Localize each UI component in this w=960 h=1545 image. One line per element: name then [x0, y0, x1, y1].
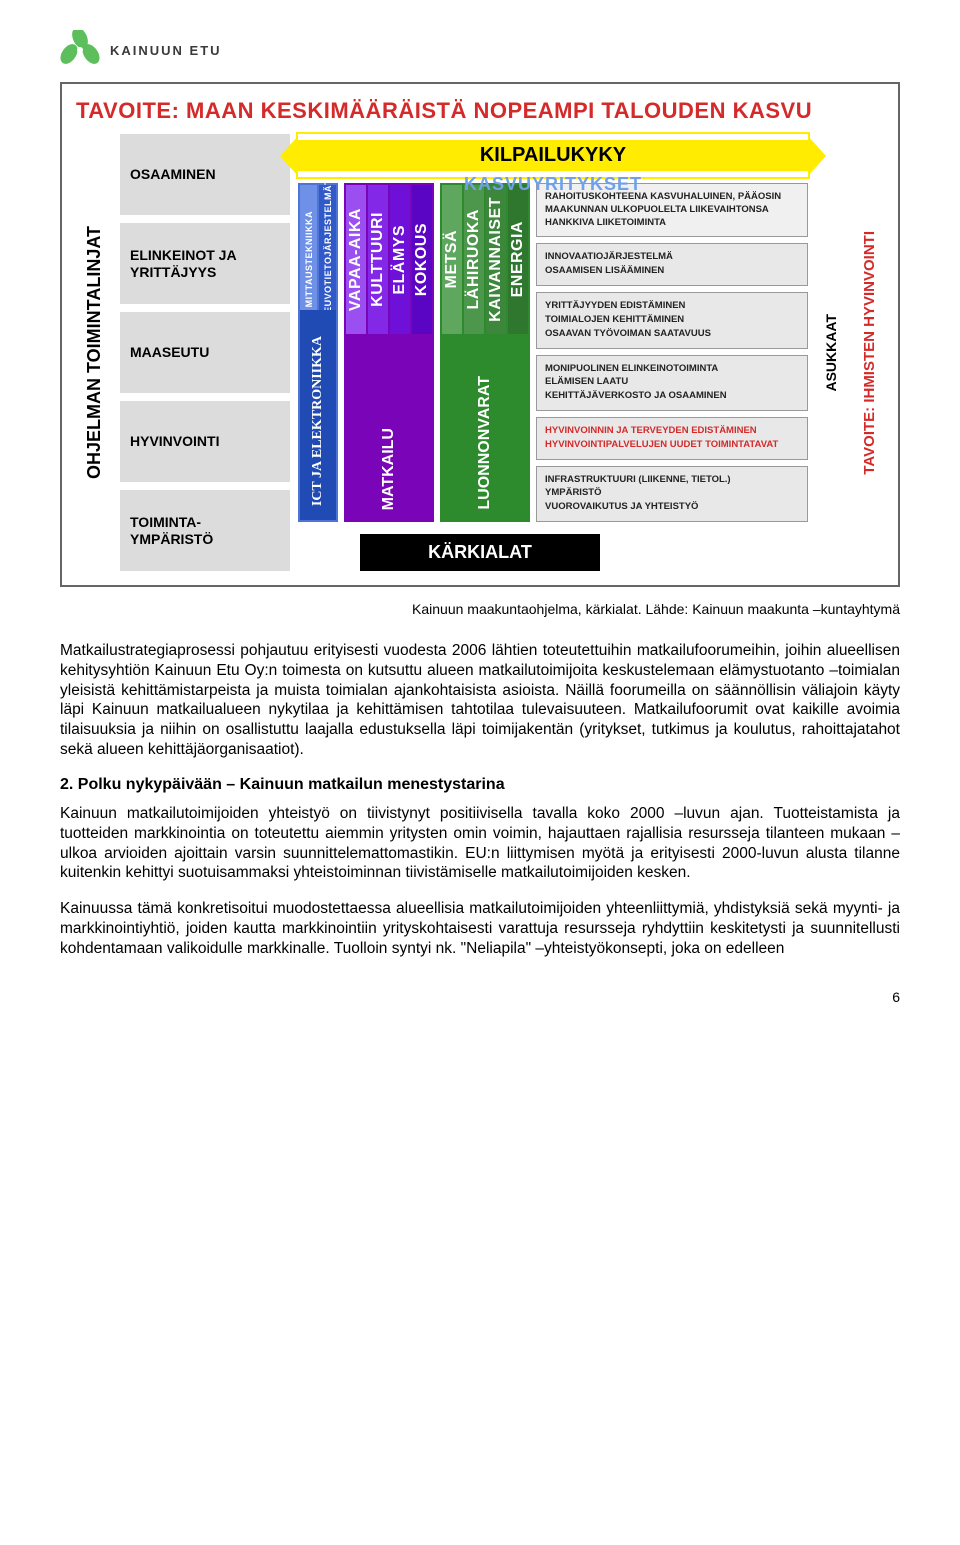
- diagram-title: TAVOITE: MAAN KESKIMÄÄRÄISTÄ NOPEAMPI TA…: [76, 98, 884, 124]
- section-heading: 2. Polku nykypäivään – Kainuun matkailun…: [60, 776, 900, 794]
- ict-label: ICT JA ELEKTRONIIKKA: [310, 336, 326, 506]
- cat-elinkeinot: ELINKEINOT JA YRITTÄJYYS: [120, 223, 290, 304]
- luonnonvarat-label: LUONNONVARAT: [476, 376, 494, 510]
- slim-elamys: ELÄMYS: [390, 185, 410, 334]
- page-number: 6: [60, 989, 900, 1005]
- kilpailukyky-banner: KILPAILUKYKY: [298, 134, 808, 177]
- diagram-caption: Kainuun maakuntaohjelma, kärkialat. Lähd…: [60, 601, 900, 617]
- paragraph-3: Kainuussa tämä konkretisoitui muodostett…: [60, 899, 900, 958]
- tavoite-right-strip: TAVOITE: IHMISTEN HYVINVOINTI: [854, 134, 884, 571]
- cat-osaaminen: OSAAMINEN: [120, 134, 290, 215]
- kasvuyritykset-label: KASVUYRITYKSET: [464, 174, 642, 195]
- cat-toimintaymp: TOIMINTA-YMPÄRISTÖ: [120, 490, 290, 571]
- info-box-2: YRITTÄJYYDEN EDISTÄMINEN TOIMIALOJEN KEH…: [536, 292, 808, 348]
- slim-kokous: KOKOUS: [412, 185, 432, 334]
- document-page: KAINUUN ETU TAVOITE: MAAN KESKIMÄÄRÄISTÄ…: [0, 0, 960, 1045]
- center-column: KILPAILUKYKY KASVUYRITYKSET MITTAUSTEKNI…: [298, 134, 808, 571]
- slim-metsa: METSÄ: [442, 185, 462, 334]
- left-vertical-label: OHJELMAN TOIMINTALINJAT: [76, 134, 112, 571]
- pillar-luonnonvarat: METSÄ LÄHIRUOKA KAIVANNAISET ENERGIA LUO…: [440, 183, 530, 522]
- paragraph-1: Matkailustrategiaprosessi pohjautuu erit…: [60, 641, 900, 760]
- slim-kaiv: KAIVANNAISET: [486, 185, 506, 334]
- cat-hyvinvointi: HYVINVOINTI: [120, 401, 290, 482]
- slim-vapaa: VAPAA-AIKA: [346, 185, 366, 334]
- pillar-ict: MITTAUSTEKNIIKKA AJONEUVOTIETOJÄRJESTELM…: [298, 183, 338, 522]
- asukkaat-strip: ASUKKAAT: [816, 134, 846, 571]
- paragraph-2: Kainuun matkailutoimijoiden yhteistyö on…: [60, 804, 900, 883]
- pillars-row: MITTAUSTEKNIIKKA AJONEUVOTIETOJÄRJESTELM…: [298, 183, 808, 522]
- info-box-3: MONIPUOLINEN ELINKEINOTOIMINTA ELÄMISEN …: [536, 355, 808, 411]
- slim-ener: ENERGIA: [508, 185, 528, 334]
- slim-lahi: LÄHIRUOKA: [464, 185, 484, 334]
- logo-text: KAINUUN ETU: [110, 43, 222, 58]
- karkialat-bar: KÄRKIALAT: [360, 534, 600, 571]
- strategy-diagram: TAVOITE: MAAN KESKIMÄÄRÄISTÄ NOPEAMPI TA…: [60, 82, 900, 587]
- body-text: Matkailustrategiaprosessi pohjautuu erit…: [60, 641, 900, 959]
- logo-icon: [60, 30, 100, 70]
- info-box-4: HYVINVOINNIN JA TERVEYDEN EDISTÄMINEN HY…: [536, 417, 808, 460]
- info-box-5: INFRASTRUKTUURI (LIIKENNE, TIETOL.) YMPÄ…: [536, 466, 808, 522]
- cat-maaseutu: MAASEUTU: [120, 312, 290, 393]
- matkailu-label: MATKAILU: [380, 428, 398, 510]
- slim-kult: KULTTUURI: [368, 185, 388, 334]
- left-category-column: OSAAMINEN ELINKEINOT JA YRITTÄJYYS MAASE…: [120, 134, 290, 571]
- logo: KAINUUN ETU: [60, 30, 900, 70]
- info-boxes-column: RAHOITUSKOHTEENA KASVUHALUINEN, PÄÄOSIN …: [536, 183, 808, 522]
- info-box-1: INNOVAATIOJÄRJESTELMÄ OSAAMISEN LISÄÄMIN…: [536, 243, 808, 286]
- pillar-matkailu: VAPAA-AIKA KULTTUURI ELÄMYS KOKOUS MATKA…: [344, 183, 434, 522]
